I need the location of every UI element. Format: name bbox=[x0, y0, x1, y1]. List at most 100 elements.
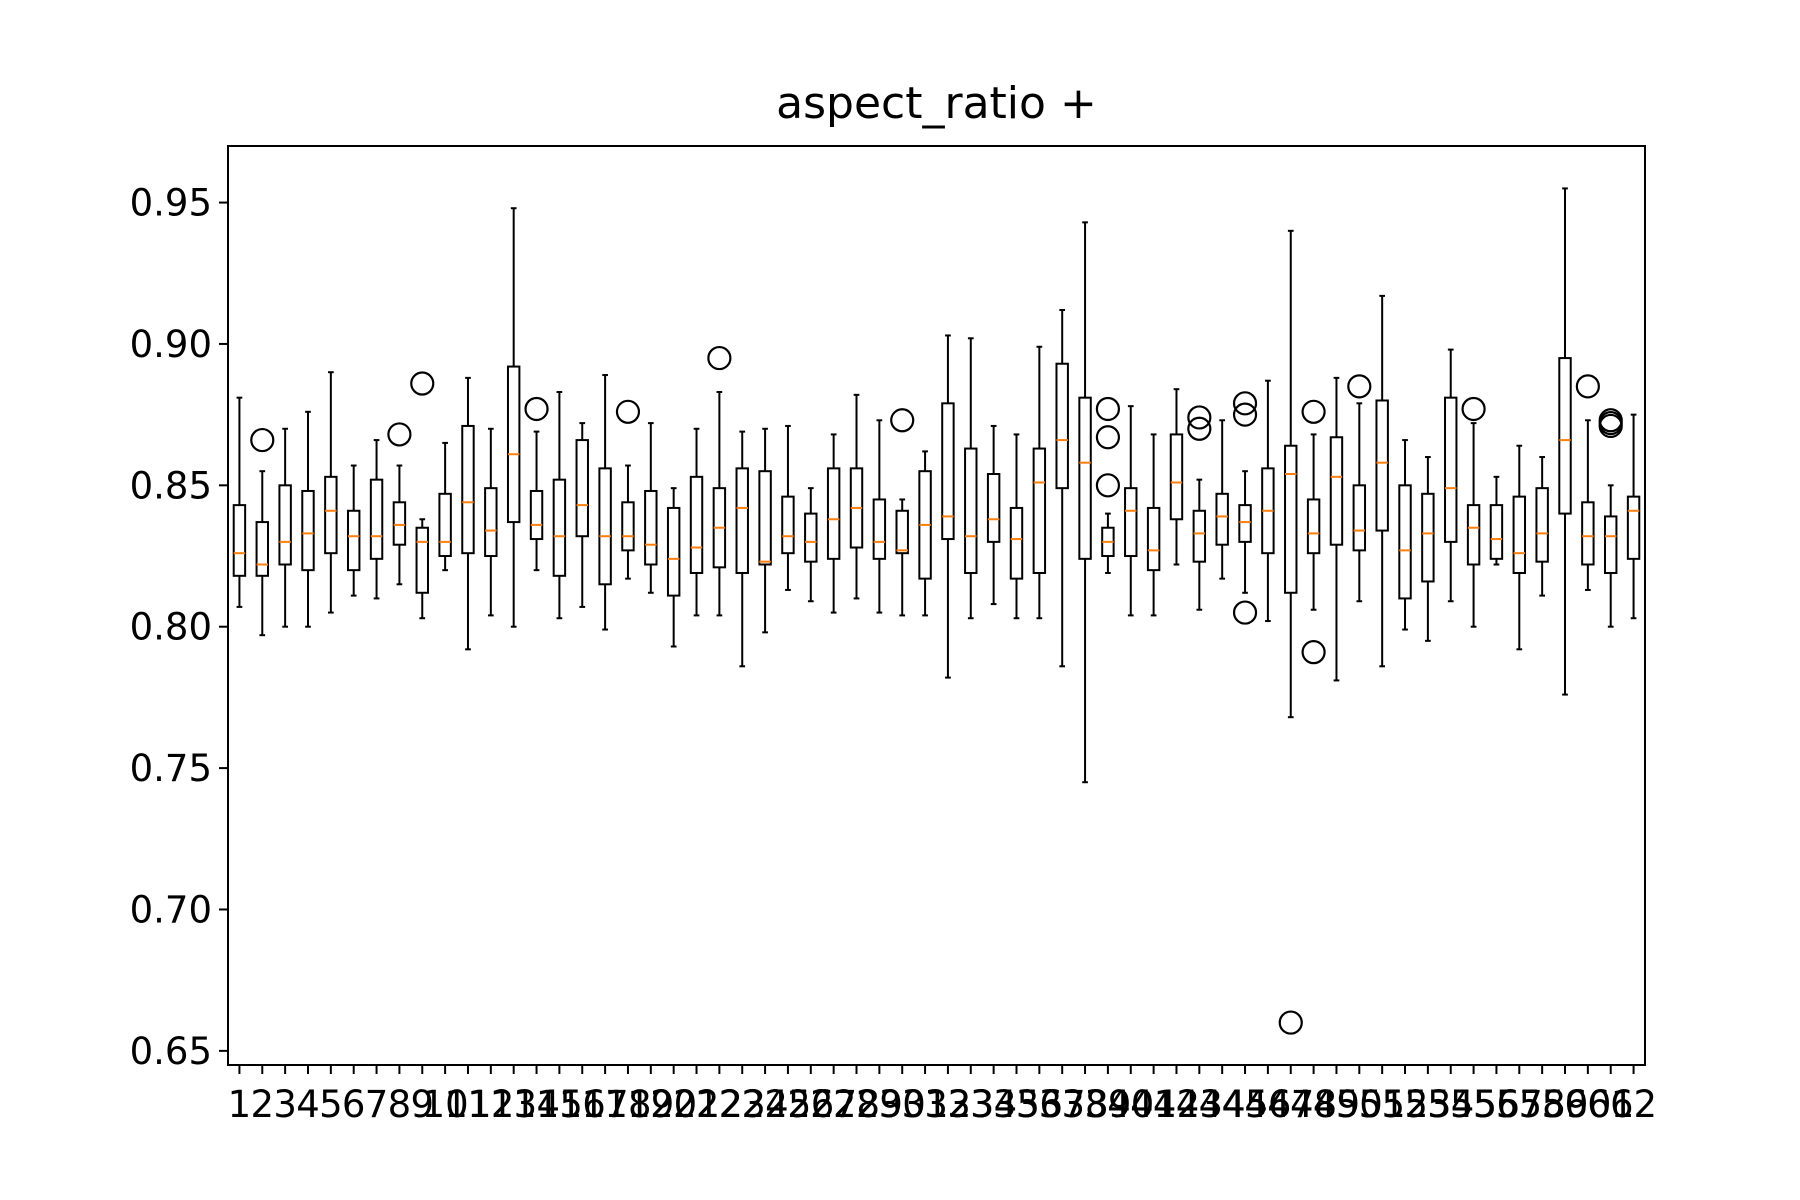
box-group-62 bbox=[1626, 413, 1641, 620]
box-group-60 bbox=[1575, 374, 1600, 591]
box-iqr bbox=[1055, 362, 1069, 490]
box-group-33 bbox=[964, 337, 978, 620]
x-tick-label: 20 bbox=[650, 1083, 697, 1126]
x-tick-label: 55 bbox=[1450, 1083, 1497, 1126]
outlier-point bbox=[615, 399, 641, 424]
box-iqr bbox=[895, 509, 909, 555]
box-iqr bbox=[964, 447, 978, 574]
box-iqr bbox=[986, 473, 1001, 543]
x-tick-label: 30 bbox=[879, 1083, 926, 1126]
x-tick-label: 31 bbox=[902, 1083, 949, 1126]
box-iqr bbox=[415, 526, 429, 594]
box-iqr bbox=[1146, 506, 1161, 572]
box-iqr bbox=[1512, 495, 1527, 574]
box-group-5 bbox=[324, 371, 338, 614]
outlier-point bbox=[1232, 391, 1258, 416]
x-tick-label: 32 bbox=[924, 1083, 971, 1126]
box-group-4 bbox=[301, 410, 315, 628]
x-tick-label: 44 bbox=[1199, 1083, 1246, 1126]
box-iqr bbox=[644, 489, 658, 566]
box-group-57 bbox=[1512, 444, 1527, 651]
x-tick-label: 28 bbox=[833, 1083, 880, 1126]
box-iqr bbox=[1626, 495, 1641, 560]
outlier-point bbox=[707, 345, 732, 371]
x-tick-label: 52 bbox=[1381, 1083, 1428, 1126]
box-iqr bbox=[1169, 433, 1184, 521]
x-tick-label: 2 bbox=[251, 1083, 275, 1126]
box-iqr bbox=[941, 402, 955, 541]
x-tick-label: 42 bbox=[1153, 1083, 1200, 1126]
box-group-28 bbox=[849, 393, 864, 600]
x-tick-label: 58 bbox=[1519, 1083, 1566, 1126]
y-tick-label: 0.65 bbox=[130, 1030, 212, 1073]
outlier-point bbox=[1301, 640, 1326, 665]
box-group-42 bbox=[1169, 388, 1184, 566]
box-iqr bbox=[1535, 487, 1549, 563]
box-iqr bbox=[1375, 399, 1389, 532]
box-iqr bbox=[1306, 498, 1321, 555]
box-iqr bbox=[278, 484, 292, 566]
box-group-29 bbox=[872, 419, 887, 614]
x-tick-label: 23 bbox=[719, 1083, 766, 1126]
box-iqr bbox=[1192, 509, 1207, 563]
outlier-point bbox=[1187, 416, 1212, 441]
box-iqr bbox=[1124, 487, 1138, 558]
outlier-point bbox=[410, 371, 435, 396]
box-group-52 bbox=[1398, 439, 1412, 631]
box-group-24 bbox=[758, 427, 772, 634]
box-group-46 bbox=[1261, 379, 1275, 623]
outlier-point bbox=[1461, 396, 1486, 422]
box-iqr bbox=[1604, 515, 1618, 574]
box-iqr bbox=[758, 470, 772, 566]
x-tick-label: 14 bbox=[513, 1083, 560, 1126]
box-group-21 bbox=[689, 427, 704, 617]
box-group-43 bbox=[1187, 405, 1212, 611]
box-group-54 bbox=[1444, 348, 1458, 603]
x-tick-label: 26 bbox=[787, 1083, 834, 1126]
box-group-17 bbox=[598, 374, 612, 631]
x-tick-label: 37 bbox=[1039, 1083, 1086, 1126]
box-iqr bbox=[826, 467, 841, 560]
y-tick-label: 0.80 bbox=[130, 606, 212, 649]
box-iqr bbox=[1581, 501, 1595, 566]
box-iqr bbox=[1078, 396, 1092, 560]
x-tick-label: 51 bbox=[1359, 1083, 1406, 1126]
box-iqr bbox=[255, 521, 269, 577]
box-group-30 bbox=[890, 408, 915, 617]
box-group-56 bbox=[1489, 475, 1504, 566]
box-group-38 bbox=[1078, 221, 1092, 784]
box-group-22 bbox=[707, 345, 732, 617]
x-axis: 1 2 3 4 5 6 7 8 91011121314151617181920212223242… bbox=[228, 1065, 1657, 1126]
box-iqr bbox=[324, 475, 338, 555]
box-group-44 bbox=[1215, 419, 1229, 580]
box-group-1 bbox=[232, 396, 247, 608]
x-tick-label: 61 bbox=[1587, 1083, 1634, 1126]
box-iqr bbox=[1284, 444, 1298, 594]
box-group-7 bbox=[369, 439, 384, 600]
box-group-6 bbox=[346, 464, 361, 597]
box-group-14 bbox=[524, 396, 549, 572]
box-iqr bbox=[438, 492, 452, 558]
box-group-13 bbox=[506, 207, 521, 628]
x-tick-label: 10 bbox=[422, 1083, 469, 1126]
box-iqr bbox=[552, 478, 567, 577]
x-tick-label: 40 bbox=[1107, 1083, 1154, 1126]
x-tick-label: 38 bbox=[1062, 1083, 1109, 1126]
x-tick-label: 47 bbox=[1267, 1083, 1314, 1126]
box-group-10 bbox=[438, 441, 452, 572]
box-iqr bbox=[461, 424, 475, 555]
x-tick-label: 18 bbox=[604, 1083, 651, 1126]
box-group-51 bbox=[1375, 294, 1389, 668]
outlier-point bbox=[1187, 405, 1212, 430]
x-tick-label: 24 bbox=[742, 1083, 789, 1126]
x-tick-label: 5 bbox=[319, 1083, 343, 1126]
x-tick-label: 33 bbox=[947, 1083, 994, 1126]
box-group-12 bbox=[484, 427, 498, 617]
outlier-point bbox=[1232, 402, 1258, 427]
box-group-61 bbox=[1598, 408, 1623, 628]
box-iqr bbox=[1009, 506, 1024, 580]
outlier-point bbox=[524, 396, 549, 422]
outlier-point bbox=[1301, 399, 1326, 424]
